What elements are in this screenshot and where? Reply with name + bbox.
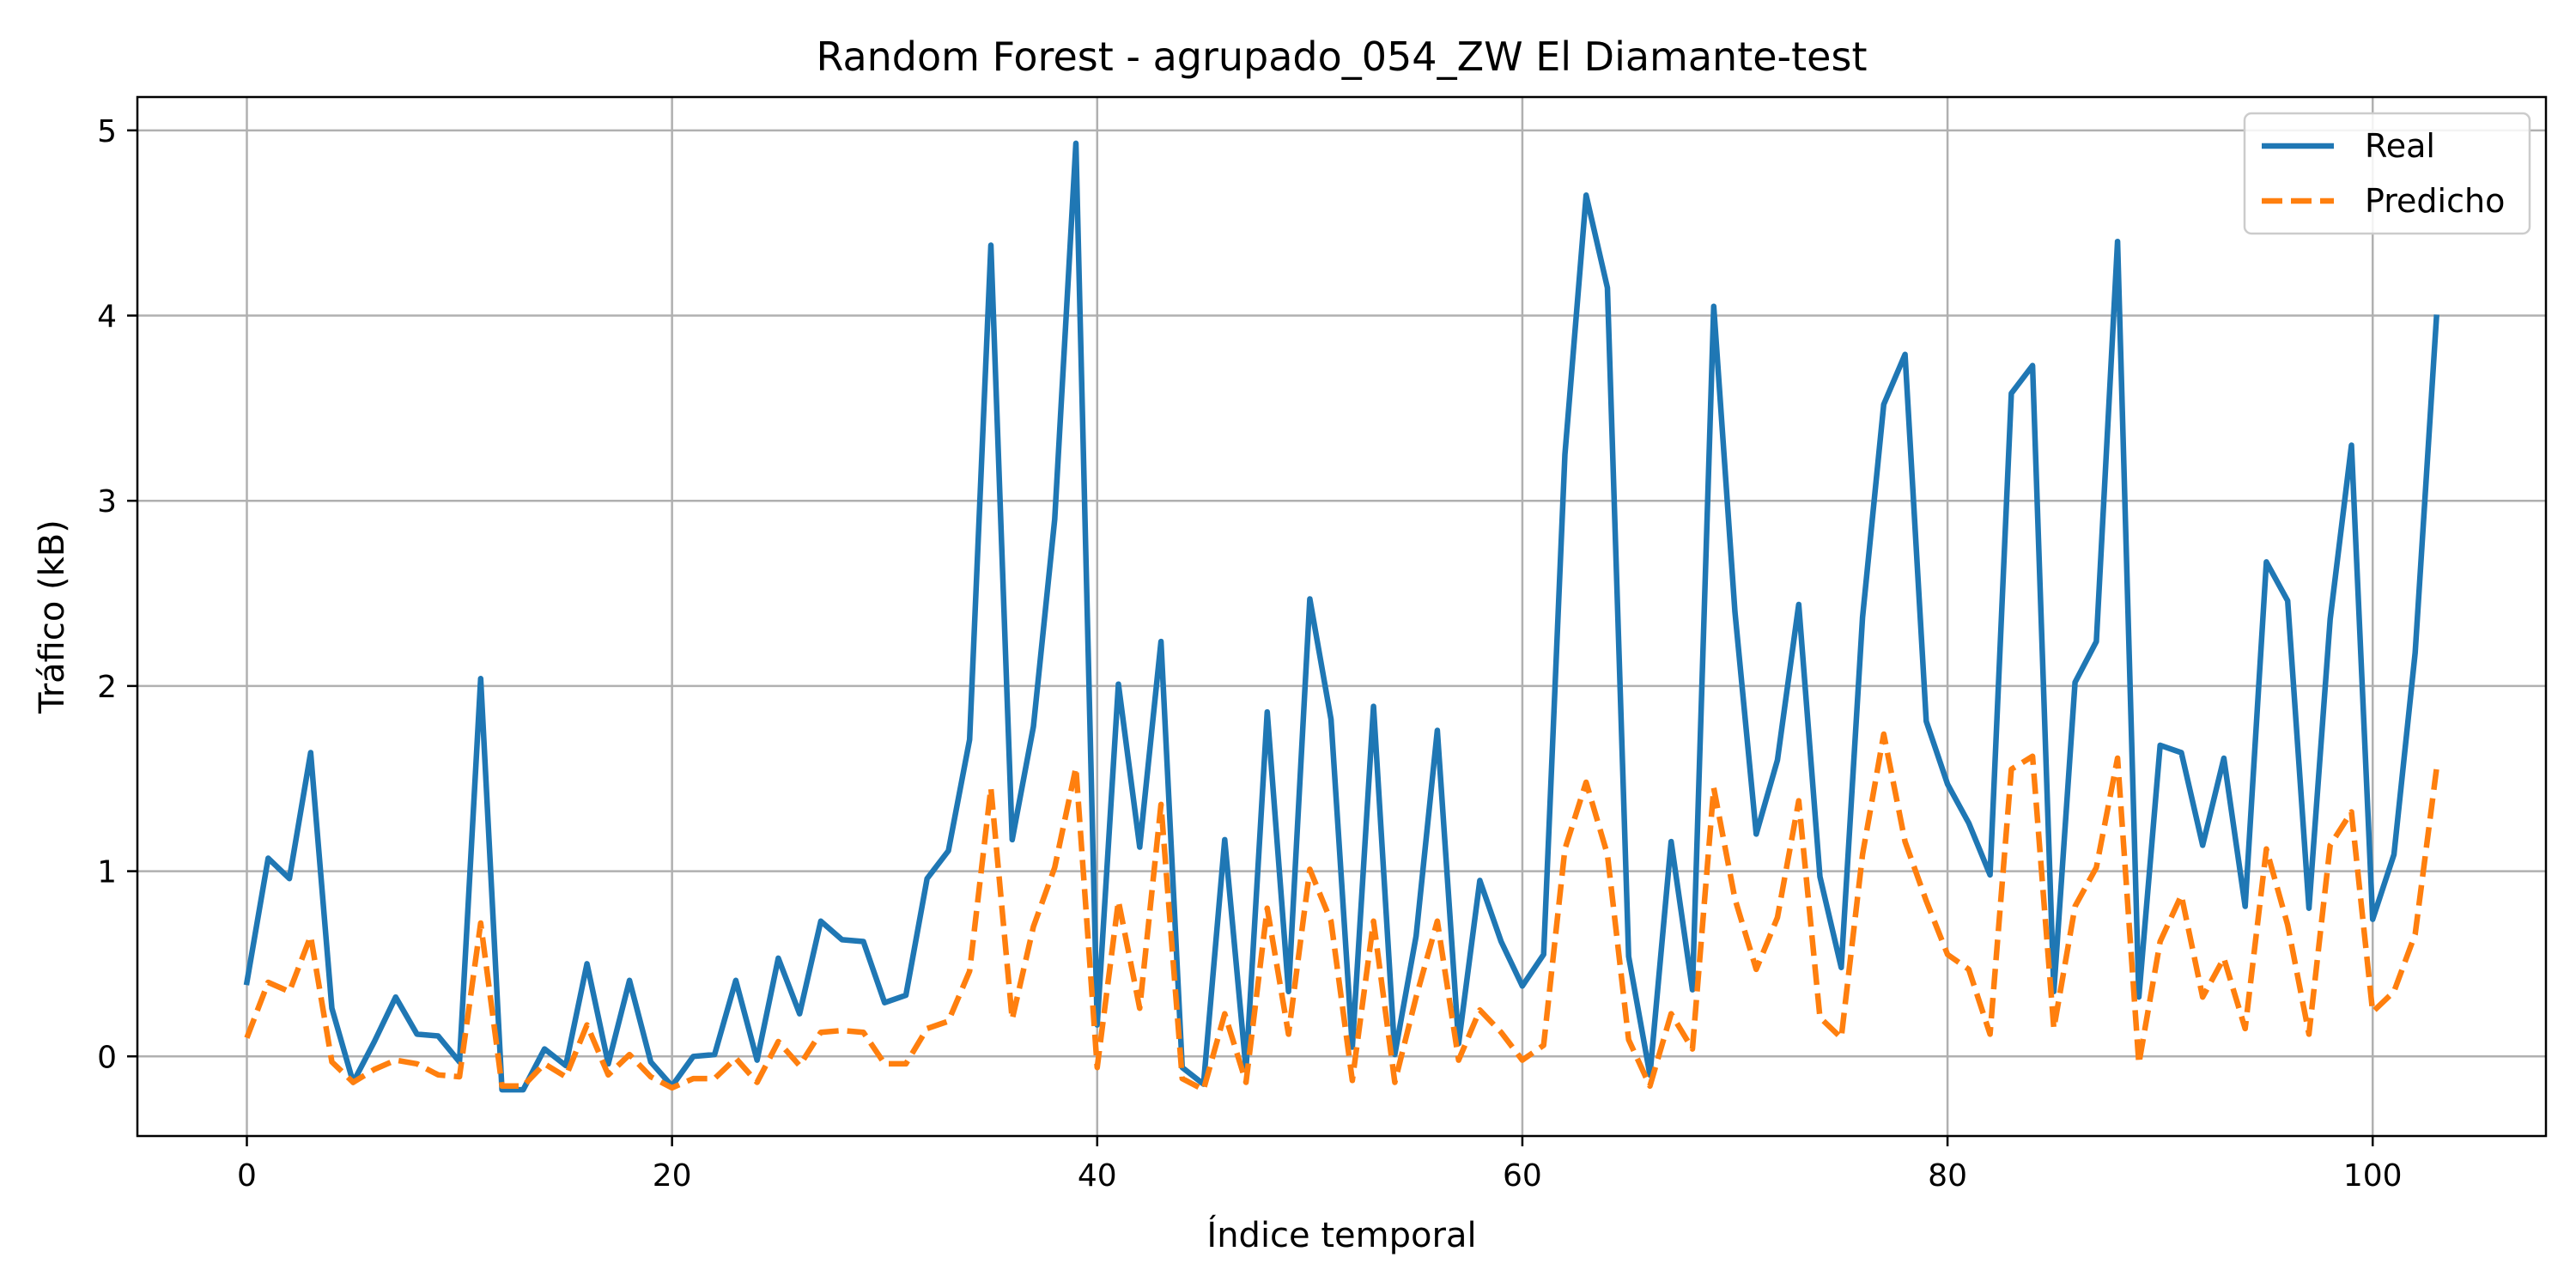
x-tick-label: 0 <box>237 1158 257 1194</box>
y-tick-label: 2 <box>97 670 117 705</box>
x-tick-label: 20 <box>653 1158 692 1194</box>
y-axis-ticks: 0 1 2 3 4 5 <box>97 114 137 1075</box>
series-line-real <box>243 140 2439 1093</box>
x-tick-label: 60 <box>1503 1158 1542 1194</box>
x-axis-label: Índice temporal <box>1206 1214 1476 1255</box>
x-tick-label: 100 <box>2343 1158 2403 1194</box>
x-tick-label: 40 <box>1078 1158 1117 1194</box>
y-tick-label: 0 <box>97 1040 117 1075</box>
series-line-predicho <box>244 731 2439 1093</box>
plot-frame <box>136 95 2548 1138</box>
y-tick-label: 3 <box>97 484 117 519</box>
x-axis-ticks: 0 20 40 60 80 100 <box>237 1136 2403 1194</box>
y-axis-label: Tráfico (kB) <box>33 519 72 714</box>
legend-label-real: Real <box>2365 127 2435 165</box>
y-tick-label: 4 <box>97 300 117 335</box>
legend-label-predicho: Predicho <box>2365 182 2505 220</box>
y-tick-label: 5 <box>97 114 117 149</box>
chart-title: Random Forest - agrupado_054_ZW El Diama… <box>817 33 1868 80</box>
x-tick-label: 80 <box>1928 1158 1967 1194</box>
legend: Real Predicho <box>2243 112 2531 235</box>
series-group <box>243 140 2439 1093</box>
y-tick-label: 1 <box>97 855 117 890</box>
